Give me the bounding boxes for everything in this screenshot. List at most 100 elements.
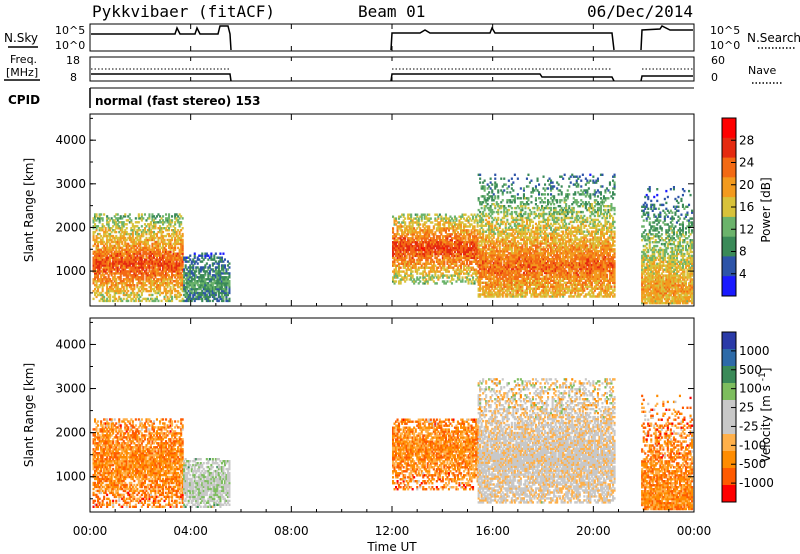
echo-cell bbox=[149, 250, 152, 253]
echo-cell bbox=[464, 276, 467, 279]
freq-trace-3 bbox=[640, 75, 693, 82]
echo-cell bbox=[95, 291, 98, 295]
echo-cell bbox=[458, 244, 461, 248]
echo-cell bbox=[154, 223, 157, 226]
echo-cell bbox=[152, 221, 155, 224]
echo-cell bbox=[492, 289, 495, 292]
echo-cell bbox=[447, 241, 450, 244]
echo-cell bbox=[480, 220, 483, 224]
echo-cell bbox=[483, 293, 486, 296]
echo-cell bbox=[172, 258, 175, 261]
echo-cell bbox=[485, 263, 488, 267]
echo-cell bbox=[488, 252, 491, 255]
echo-cell bbox=[119, 278, 122, 281]
echo-cell bbox=[494, 185, 497, 188]
echo-cell bbox=[488, 226, 491, 229]
echo-cell bbox=[145, 246, 148, 250]
echo-cell bbox=[228, 272, 231, 275]
echo-cell bbox=[118, 236, 121, 240]
echo-cell bbox=[155, 234, 158, 238]
echo-cell bbox=[103, 246, 106, 250]
echo-cell bbox=[495, 277, 498, 280]
echo-cell bbox=[217, 278, 220, 281]
echo-cell bbox=[453, 242, 456, 246]
echo-cell bbox=[119, 282, 122, 285]
echo-cell bbox=[201, 276, 204, 279]
echo-cell bbox=[449, 227, 452, 230]
echo-cell bbox=[98, 215, 101, 218]
echo-cell bbox=[157, 270, 160, 273]
echo-cell bbox=[393, 268, 396, 271]
echo-cell bbox=[225, 284, 228, 287]
echo-cell bbox=[155, 285, 158, 289]
echo-cell bbox=[154, 262, 157, 265]
echo-cell bbox=[219, 272, 222, 275]
echo-cell bbox=[470, 274, 473, 277]
echo-cell bbox=[393, 260, 396, 263]
echo-cell bbox=[159, 236, 162, 240]
echo-cell bbox=[177, 284, 180, 287]
echo-cell bbox=[420, 250, 423, 254]
echo-cell bbox=[131, 289, 134, 293]
echo-cell bbox=[452, 256, 455, 260]
echo-cell bbox=[202, 284, 205, 287]
echo-cell bbox=[208, 264, 211, 267]
echo-cell bbox=[492, 258, 495, 261]
echo-cell bbox=[127, 260, 130, 263]
echo-cell bbox=[413, 282, 416, 285]
echo-cell bbox=[113, 230, 116, 234]
echo-cell bbox=[519, 187, 522, 190]
echo-cell bbox=[160, 252, 163, 255]
echo-cell bbox=[109, 295, 112, 299]
echo-cell bbox=[431, 252, 434, 256]
echo-cell bbox=[479, 218, 482, 222]
echo-cell bbox=[145, 266, 148, 269]
echo-cell bbox=[450, 278, 453, 281]
echo-cell bbox=[440, 241, 443, 244]
echo-cell bbox=[225, 293, 228, 297]
echo-cell bbox=[482, 236, 485, 239]
echo-cell bbox=[127, 272, 130, 275]
echo-cell bbox=[422, 272, 425, 275]
echo-cell bbox=[396, 241, 399, 244]
echo-cell bbox=[162, 215, 165, 218]
echo-cell bbox=[494, 293, 497, 296]
echo-cell bbox=[204, 278, 207, 281]
echo-cell bbox=[467, 256, 470, 260]
echo-cell bbox=[408, 229, 411, 232]
echo-cell bbox=[222, 270, 225, 273]
echo-cell bbox=[414, 221, 417, 224]
echo-cell bbox=[456, 231, 459, 234]
echo-cell bbox=[177, 258, 180, 261]
echo-cell bbox=[169, 254, 172, 257]
echo-cell bbox=[95, 282, 98, 285]
echo-cell bbox=[407, 244, 410, 248]
echo-cell bbox=[148, 236, 151, 240]
echo-cell bbox=[122, 258, 125, 261]
echo-cell bbox=[453, 272, 456, 275]
echo-cell bbox=[419, 235, 422, 238]
echo-cell bbox=[101, 225, 104, 228]
echo-cell bbox=[109, 234, 112, 238]
echo-cell bbox=[503, 177, 506, 180]
date-label: 06/Dec/2014 bbox=[587, 2, 693, 21]
echo-cell bbox=[101, 284, 104, 287]
echo-cell bbox=[106, 280, 109, 283]
echo-cell bbox=[131, 264, 134, 267]
echo-cell bbox=[137, 217, 140, 220]
echo-cell bbox=[449, 274, 452, 277]
echo-cell bbox=[181, 258, 184, 261]
echo-cell bbox=[447, 260, 450, 263]
echo-cell bbox=[405, 254, 408, 258]
echo-cell bbox=[414, 270, 417, 273]
echo-cell bbox=[449, 235, 452, 238]
echo-cell bbox=[488, 285, 491, 288]
echo-cell bbox=[453, 248, 456, 252]
echo-cell bbox=[460, 248, 463, 252]
echo-cell bbox=[435, 223, 438, 226]
echo-cell bbox=[177, 276, 180, 279]
echo-cell bbox=[216, 289, 219, 293]
echo-cell bbox=[166, 297, 169, 301]
echo-cell bbox=[189, 272, 192, 275]
echo-cell bbox=[401, 244, 404, 248]
